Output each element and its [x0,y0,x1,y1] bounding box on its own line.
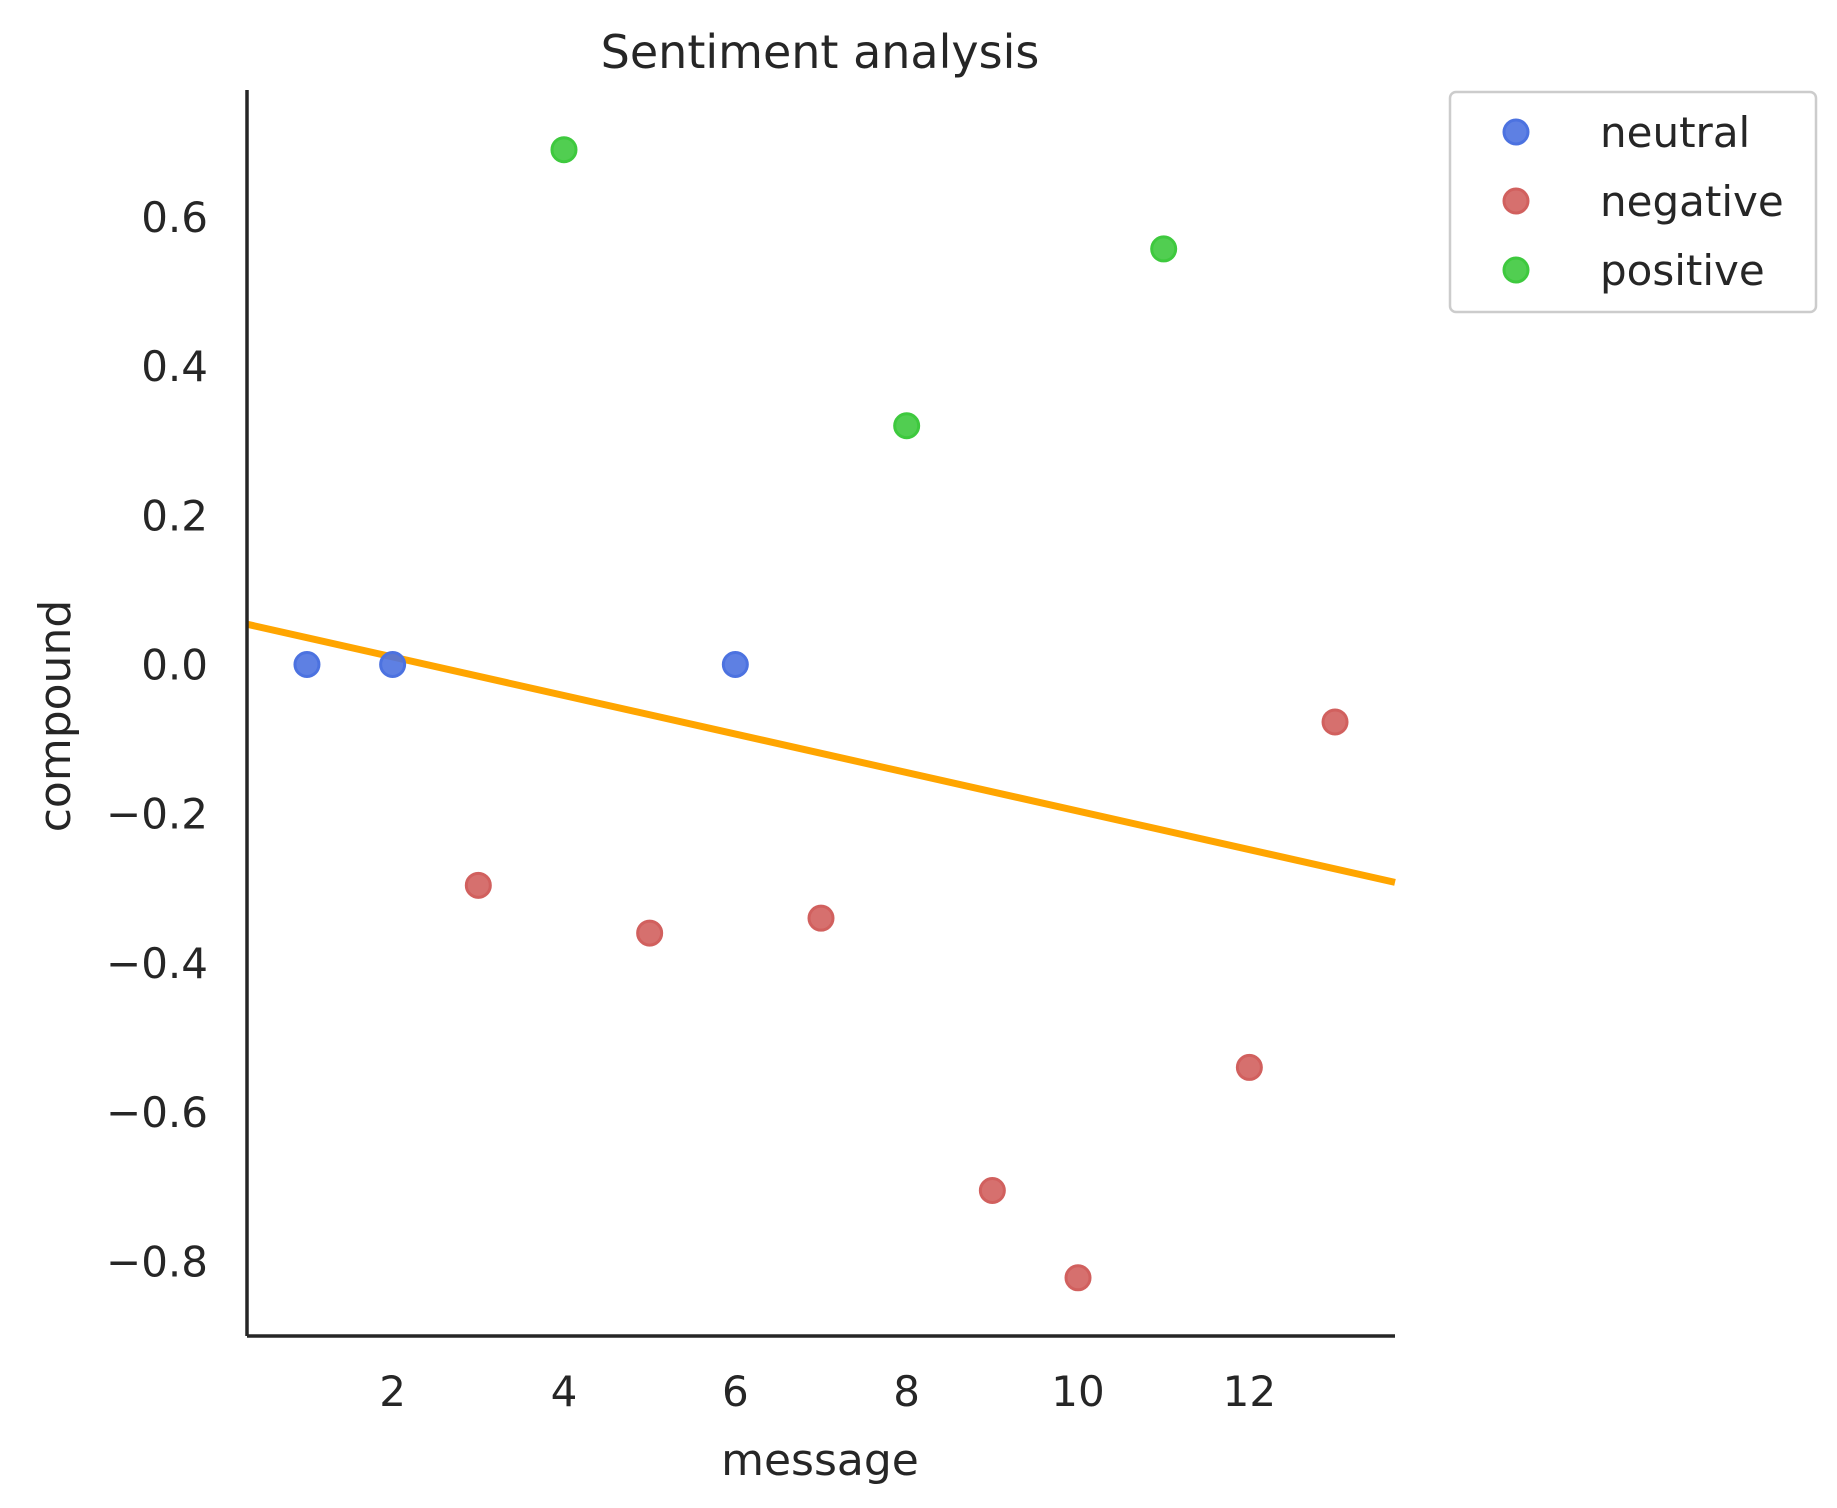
legend-marker-negative [1502,187,1530,215]
y-tick-label: −0.2 [106,790,208,839]
y-tick-label: 0.2 [141,491,208,540]
x-tick-labels: 2 4 6 8 10 12 [379,1367,1276,1416]
y-tick-labels: 0.6 0.4 0.2 0.0 −0.2 −0.4 −0.6 −0.8 [106,193,208,1287]
point-positive [893,412,921,440]
y-tick-label: 0.6 [141,193,208,242]
x-tick-label: 6 [722,1367,749,1416]
point-positive [550,136,578,164]
plot-area [246,136,1396,1292]
x-tick-label: 2 [379,1367,406,1416]
legend-marker-neutral [1502,118,1530,146]
y-tick-label: 0.0 [141,641,208,690]
point-neutral [721,651,749,679]
point-negative [978,1177,1006,1205]
point-negative [636,919,664,947]
legend-label-negative: negative [1600,177,1784,226]
legend-marker-positive [1502,256,1530,284]
legend-label-positive: positive [1600,246,1765,295]
x-tick-label: 12 [1223,1367,1276,1416]
x-axis-label: message [721,1435,919,1486]
point-negative [807,904,835,932]
y-axis-label: compound [30,600,81,833]
point-negative [464,871,492,899]
point-negative [1064,1264,1092,1292]
x-tick-label: 10 [1051,1367,1104,1416]
x-tick-label: 4 [551,1367,578,1416]
point-positive [1150,235,1178,263]
point-neutral [379,651,407,679]
trend-line [246,620,1396,886]
x-tick-label: 8 [893,1367,920,1416]
y-tick-label: −0.6 [106,1088,208,1137]
point-negative [1321,708,1349,736]
chart-title: Sentiment analysis [601,25,1040,79]
y-tick-label: −0.4 [106,939,208,988]
point-neutral [293,651,321,679]
legend-label-neutral: neutral [1600,108,1750,157]
legend-box [1448,90,1818,314]
y-tick-label: 0.4 [141,342,208,391]
legend: neutral negative positive [1448,90,1818,314]
point-negative [1235,1053,1263,1081]
y-tick-label: −0.8 [106,1237,208,1286]
legend-items: neutral negative positive [1502,108,1784,295]
